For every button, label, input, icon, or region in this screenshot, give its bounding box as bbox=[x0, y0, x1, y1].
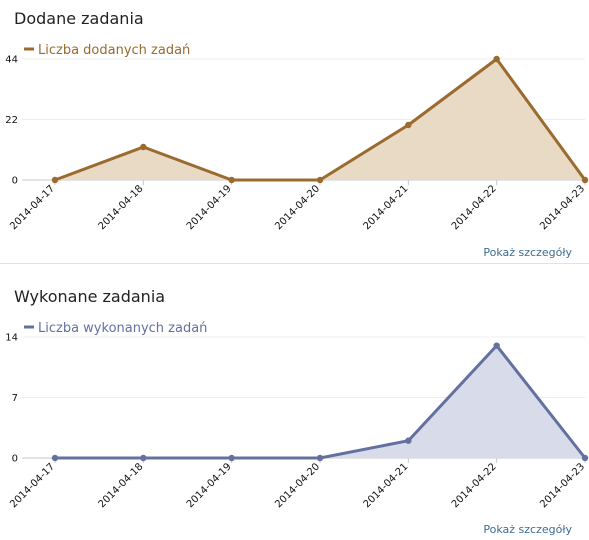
data-point[interactable] bbox=[228, 176, 235, 184]
data-point[interactable] bbox=[405, 121, 412, 129]
y-tick-label: 0 bbox=[12, 454, 18, 465]
x-tick-label: 2014-04-18 bbox=[97, 461, 146, 510]
y-tick-label: 22 bbox=[5, 115, 18, 126]
data-point[interactable] bbox=[51, 176, 59, 184]
data-point[interactable] bbox=[140, 143, 147, 151]
x-tick-label: 2014-04-23 bbox=[538, 183, 587, 232]
x-tick-label: 2014-04-23 bbox=[538, 461, 587, 510]
y-tick-label: 44 bbox=[5, 55, 18, 66]
series-area bbox=[55, 59, 585, 180]
data-point[interactable] bbox=[493, 342, 500, 349]
data-point[interactable] bbox=[405, 437, 412, 444]
x-tick-label: 2014-04-18 bbox=[97, 183, 146, 232]
x-tick-label: 2014-04-20 bbox=[273, 183, 322, 232]
data-point[interactable] bbox=[493, 55, 500, 63]
x-tick-label: 2014-04-17 bbox=[8, 183, 57, 232]
y-tick-label: 7 bbox=[12, 393, 18, 404]
added-tasks-title: Dodane zadania bbox=[14, 9, 144, 28]
series-area bbox=[55, 345, 585, 458]
added-tasks-chart: 0 22 44 2014-04-17 2014-04-18 2014-04-19 2014-… bbox=[5, 43, 589, 232]
x-tick-label: 2014-04-17 bbox=[8, 461, 57, 510]
data-point[interactable] bbox=[140, 454, 147, 462]
legend-label: Liczba wykonanych zadań bbox=[38, 321, 207, 336]
added-tasks-details-link[interactable]: Pokaż szczegóły bbox=[483, 246, 572, 259]
x-tick-label: 2014-04-20 bbox=[273, 461, 322, 510]
completed-tasks-details-link[interactable]: Pokaż szczegóły bbox=[483, 523, 572, 536]
x-tick-label: 2014-04-19 bbox=[185, 183, 234, 232]
completed-tasks-panel: Wykonane zadania 0 7 14 2014-04-17 2014-04-1… bbox=[0, 278, 589, 540]
section-divider bbox=[0, 263, 589, 264]
y-tick-label: 0 bbox=[12, 176, 18, 187]
legend-label: Liczba dodanych zadań bbox=[38, 43, 190, 58]
data-point[interactable] bbox=[316, 454, 324, 462]
added-tasks-panel: Dodane zadania 0 22 44 2014-04-17 2014-04-18… bbox=[0, 0, 589, 263]
completed-tasks-title: Wykonane zadania bbox=[14, 287, 166, 306]
data-point[interactable] bbox=[581, 176, 589, 184]
x-tick-label: 2014-04-19 bbox=[185, 461, 234, 510]
data-point[interactable] bbox=[51, 454, 59, 462]
x-tick-label: 2014-04-22 bbox=[450, 461, 499, 510]
data-point[interactable] bbox=[228, 454, 235, 462]
x-tick-label: 2014-04-21 bbox=[362, 183, 411, 232]
x-tick-label: 2014-04-22 bbox=[450, 183, 499, 232]
data-point[interactable] bbox=[581, 454, 589, 462]
completed-tasks-chart: 0 7 14 2014-04-17 2014-04-18 2014-04-19 2014-0… bbox=[5, 321, 589, 510]
data-point[interactable] bbox=[316, 176, 324, 184]
y-tick-label: 14 bbox=[5, 333, 18, 344]
x-tick-label: 2014-04-21 bbox=[362, 461, 411, 510]
